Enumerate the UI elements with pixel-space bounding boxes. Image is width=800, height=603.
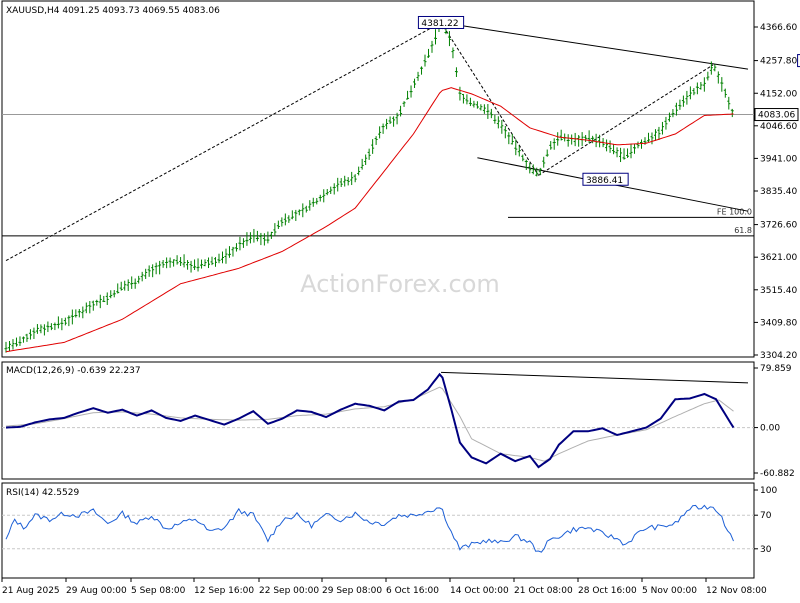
price-y-tick-label: 3304.20 [760, 351, 797, 361]
x-tick-label: 14 Oct 00:00 [450, 586, 509, 596]
macd-trendline [440, 371, 749, 384]
price-annotation-box [582, 172, 629, 186]
x-tick-label: 22 Sep 00:00 [259, 586, 319, 596]
ma-line [5, 87, 734, 353]
rsi-panel: 100 70 30 RSI(14) 42.5529 [1, 482, 777, 579]
price-y-tick-label: 4046.60 [760, 122, 797, 132]
macd-panel-frame [1, 361, 755, 480]
rsi-y-axis: 100 70 30 [754, 486, 777, 555]
price-y-tick-label: 3941.00 [760, 154, 797, 164]
rsi-grid [2, 514, 754, 550]
trendline [538, 64, 714, 176]
price-trendlines [5, 22, 749, 262]
trendline [440, 22, 539, 176]
current-price-box [754, 108, 799, 122]
trendline [5, 22, 442, 262]
rsi-y-tick-label: 100 [760, 486, 777, 496]
current-price-marker: 4083.06 [754, 108, 799, 122]
price-y-tick-label: 3621.00 [760, 253, 797, 263]
fibo-level-label: 61.8 [734, 226, 752, 235]
rsi-panel-frame [1, 482, 755, 579]
x-tick-label: 21 Aug 2025 [2, 586, 60, 596]
macd-label: MACD(12,26,9) -0.639 22.237 [6, 366, 141, 376]
macd-y-axis: 79.859 0.00 -60.882 [754, 364, 795, 479]
price-annotation-box [797, 54, 800, 68]
price-y-tick-label: 3409.80 [760, 318, 797, 328]
trendline [440, 22, 749, 70]
rsi-y-tick-label: 70 [760, 511, 772, 521]
price-panel: ActionForex.com FE 100.0 61.8 4381.224244… [1, 0, 800, 361]
x-tick-label: 29 Aug 00:00 [66, 586, 127, 596]
price-y-tick-label: 4366.60 [760, 23, 797, 33]
x-tick-label: 12 Sep 16:00 [194, 586, 254, 596]
price-annotation-label: 3886.41 [586, 176, 623, 186]
price-panel-frame [1, 0, 755, 358]
price-annotation-label: 4381.22 [421, 19, 458, 29]
rsi-label: RSI(14) 42.5529 [6, 488, 79, 498]
rsi-line [5, 504, 734, 553]
x-tick-label: 28 Oct 16:00 [578, 586, 637, 596]
price-y-tick-label: 3835.40 [760, 187, 797, 197]
x-tick-label: 12 Nov 08:00 [706, 586, 767, 596]
symbol-header: XAUUSD,H4 4091.25 4093.73 4069.55 4083.0… [6, 6, 220, 16]
x-tick-label: 29 Sep 08:00 [322, 586, 382, 596]
price-y-tick-label: 3726.60 [760, 221, 797, 231]
x-tick-label: 5 Nov 00:00 [642, 586, 697, 596]
macd-panel: 79.859 0.00 -60.882 MACD(12,26,9) -0.639 2… [1, 361, 795, 480]
macd-y-tick-label: 79.859 [760, 364, 792, 374]
current-price-label: 4083.06 [758, 111, 795, 121]
price-levels: FE 100.0 61.8 [2, 114, 754, 237]
macd-signal-line [5, 386, 734, 462]
price-annotations: 4381.224244.863886.41 [417, 15, 800, 186]
fibo-level-label: FE 100.0 [717, 207, 752, 216]
x-tick-label: 21 Oct 08:00 [514, 586, 573, 596]
watermark: ActionForex.com [300, 270, 500, 298]
price-y-tick-label: 3515.40 [760, 286, 797, 296]
rsi-y-tick-label: 30 [760, 545, 772, 555]
macd-line [5, 372, 735, 469]
price-y-tick-label: 4257.80 [760, 57, 797, 67]
x-axis: 21 Aug 2025 29 Aug 00:00 5 Sep 08:00 12 Sep… [1, 578, 767, 596]
price-annotation-box [417, 15, 465, 29]
price-y-axis: 4366.60 4257.80 4152.00 4046.60 3941.00 3835.… [754, 23, 797, 361]
x-tick-label: 5 Sep 08:00 [131, 586, 186, 596]
price-y-tick-label: 4152.00 [760, 89, 797, 99]
x-tick-label: 6 Oct 16:00 [386, 586, 439, 596]
macd-y-tick-label: -60.882 [760, 469, 795, 479]
macd-y-tick-label: 0.00 [760, 424, 780, 434]
